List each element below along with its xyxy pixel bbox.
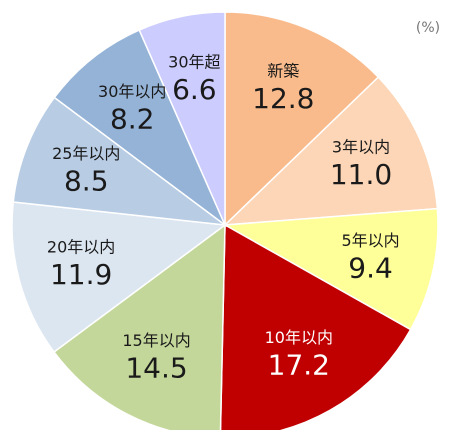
slice-name: 15年以内: [122, 331, 190, 350]
slice-name: 新築: [267, 61, 299, 80]
unit-label: (%): [416, 20, 440, 36]
pie-slice: [12, 96, 228, 227]
pie-slice: [222, 207, 439, 331]
pie-slice: [138, 11, 226, 226]
slice-name: 25年以内: [52, 144, 120, 163]
slice-value: 8.2: [110, 102, 155, 135]
slice-value: 9.4: [348, 251, 393, 284]
slice-name: 5年以内: [341, 231, 399, 250]
slice-name: 30年以内: [98, 82, 166, 101]
pie-slice: [224, 11, 380, 227]
pie-slice: [52, 223, 226, 430]
slice-value: 11.0: [330, 158, 392, 191]
pie-slice: [222, 76, 439, 226]
slice-name: 30年超: [168, 53, 220, 72]
slice-value: 11.9: [50, 258, 112, 291]
slice-name: 20年以内: [47, 238, 115, 257]
slice-name: 10年以内: [265, 328, 333, 347]
slice-value: 6.6: [172, 73, 217, 106]
slice-value: 8.5: [64, 164, 109, 197]
slice-value: 17.2: [268, 349, 330, 382]
pie-slice: [11, 201, 227, 354]
pie-slice: [219, 223, 412, 430]
pie-slice: [53, 29, 227, 228]
slice-value: 14.5: [125, 351, 187, 384]
slice-name: 3年以内: [332, 137, 390, 156]
slice-value: 12.8: [252, 82, 314, 115]
